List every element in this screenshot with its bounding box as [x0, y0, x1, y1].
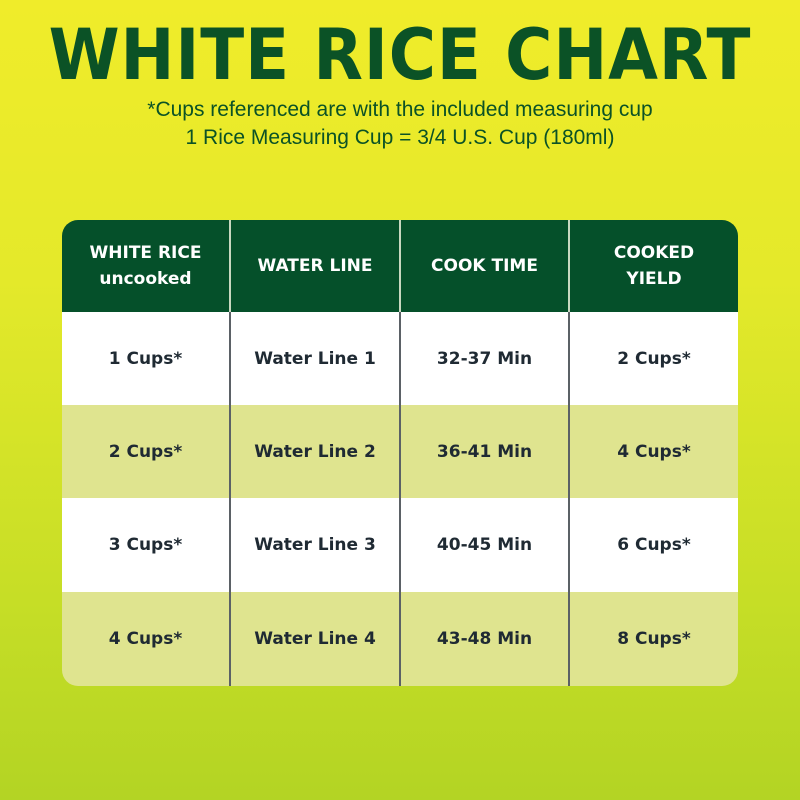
rice-table: WHITE RICE uncooked WATER LINE COOK TIME…	[62, 220, 738, 686]
table-cell: Water Line 1	[231, 312, 401, 405]
table-cell: 3 Cups*	[62, 498, 231, 592]
table-cell: 2 Cups*	[570, 312, 738, 405]
table-cell: 32-37 Min	[401, 312, 570, 405]
table-cell: 40-45 Min	[401, 498, 570, 592]
page-title: WHITE RICE CHART	[48, 14, 752, 96]
table-cell: 1 Cups*	[62, 312, 231, 405]
table-cell: 8 Cups*	[570, 592, 738, 686]
header-cook-time: COOK TIME	[401, 220, 570, 312]
table-cell: Water Line 2	[231, 405, 401, 498]
table-cell: 4 Cups*	[62, 592, 231, 686]
header-water-line: WATER LINE	[231, 220, 401, 312]
header-white-rice: WHITE RICE uncooked	[62, 220, 231, 312]
subtitle-conversion: 1 Rice Measuring Cup = 3/4 U.S. Cup (180…	[185, 126, 615, 149]
table-cell: Water Line 4	[231, 592, 401, 686]
table-cell: Water Line 3	[231, 498, 401, 592]
table-cell: 36-41 Min	[401, 405, 570, 498]
table-cell: 6 Cups*	[570, 498, 738, 592]
table-cell: 4 Cups*	[570, 405, 738, 498]
subtitle-note: *Cups referenced are with the included m…	[147, 98, 653, 121]
table-cell: 2 Cups*	[62, 405, 231, 498]
header-cooked-yield: COOKED YIELD	[570, 220, 738, 312]
table-cell: 43-48 Min	[401, 592, 570, 686]
